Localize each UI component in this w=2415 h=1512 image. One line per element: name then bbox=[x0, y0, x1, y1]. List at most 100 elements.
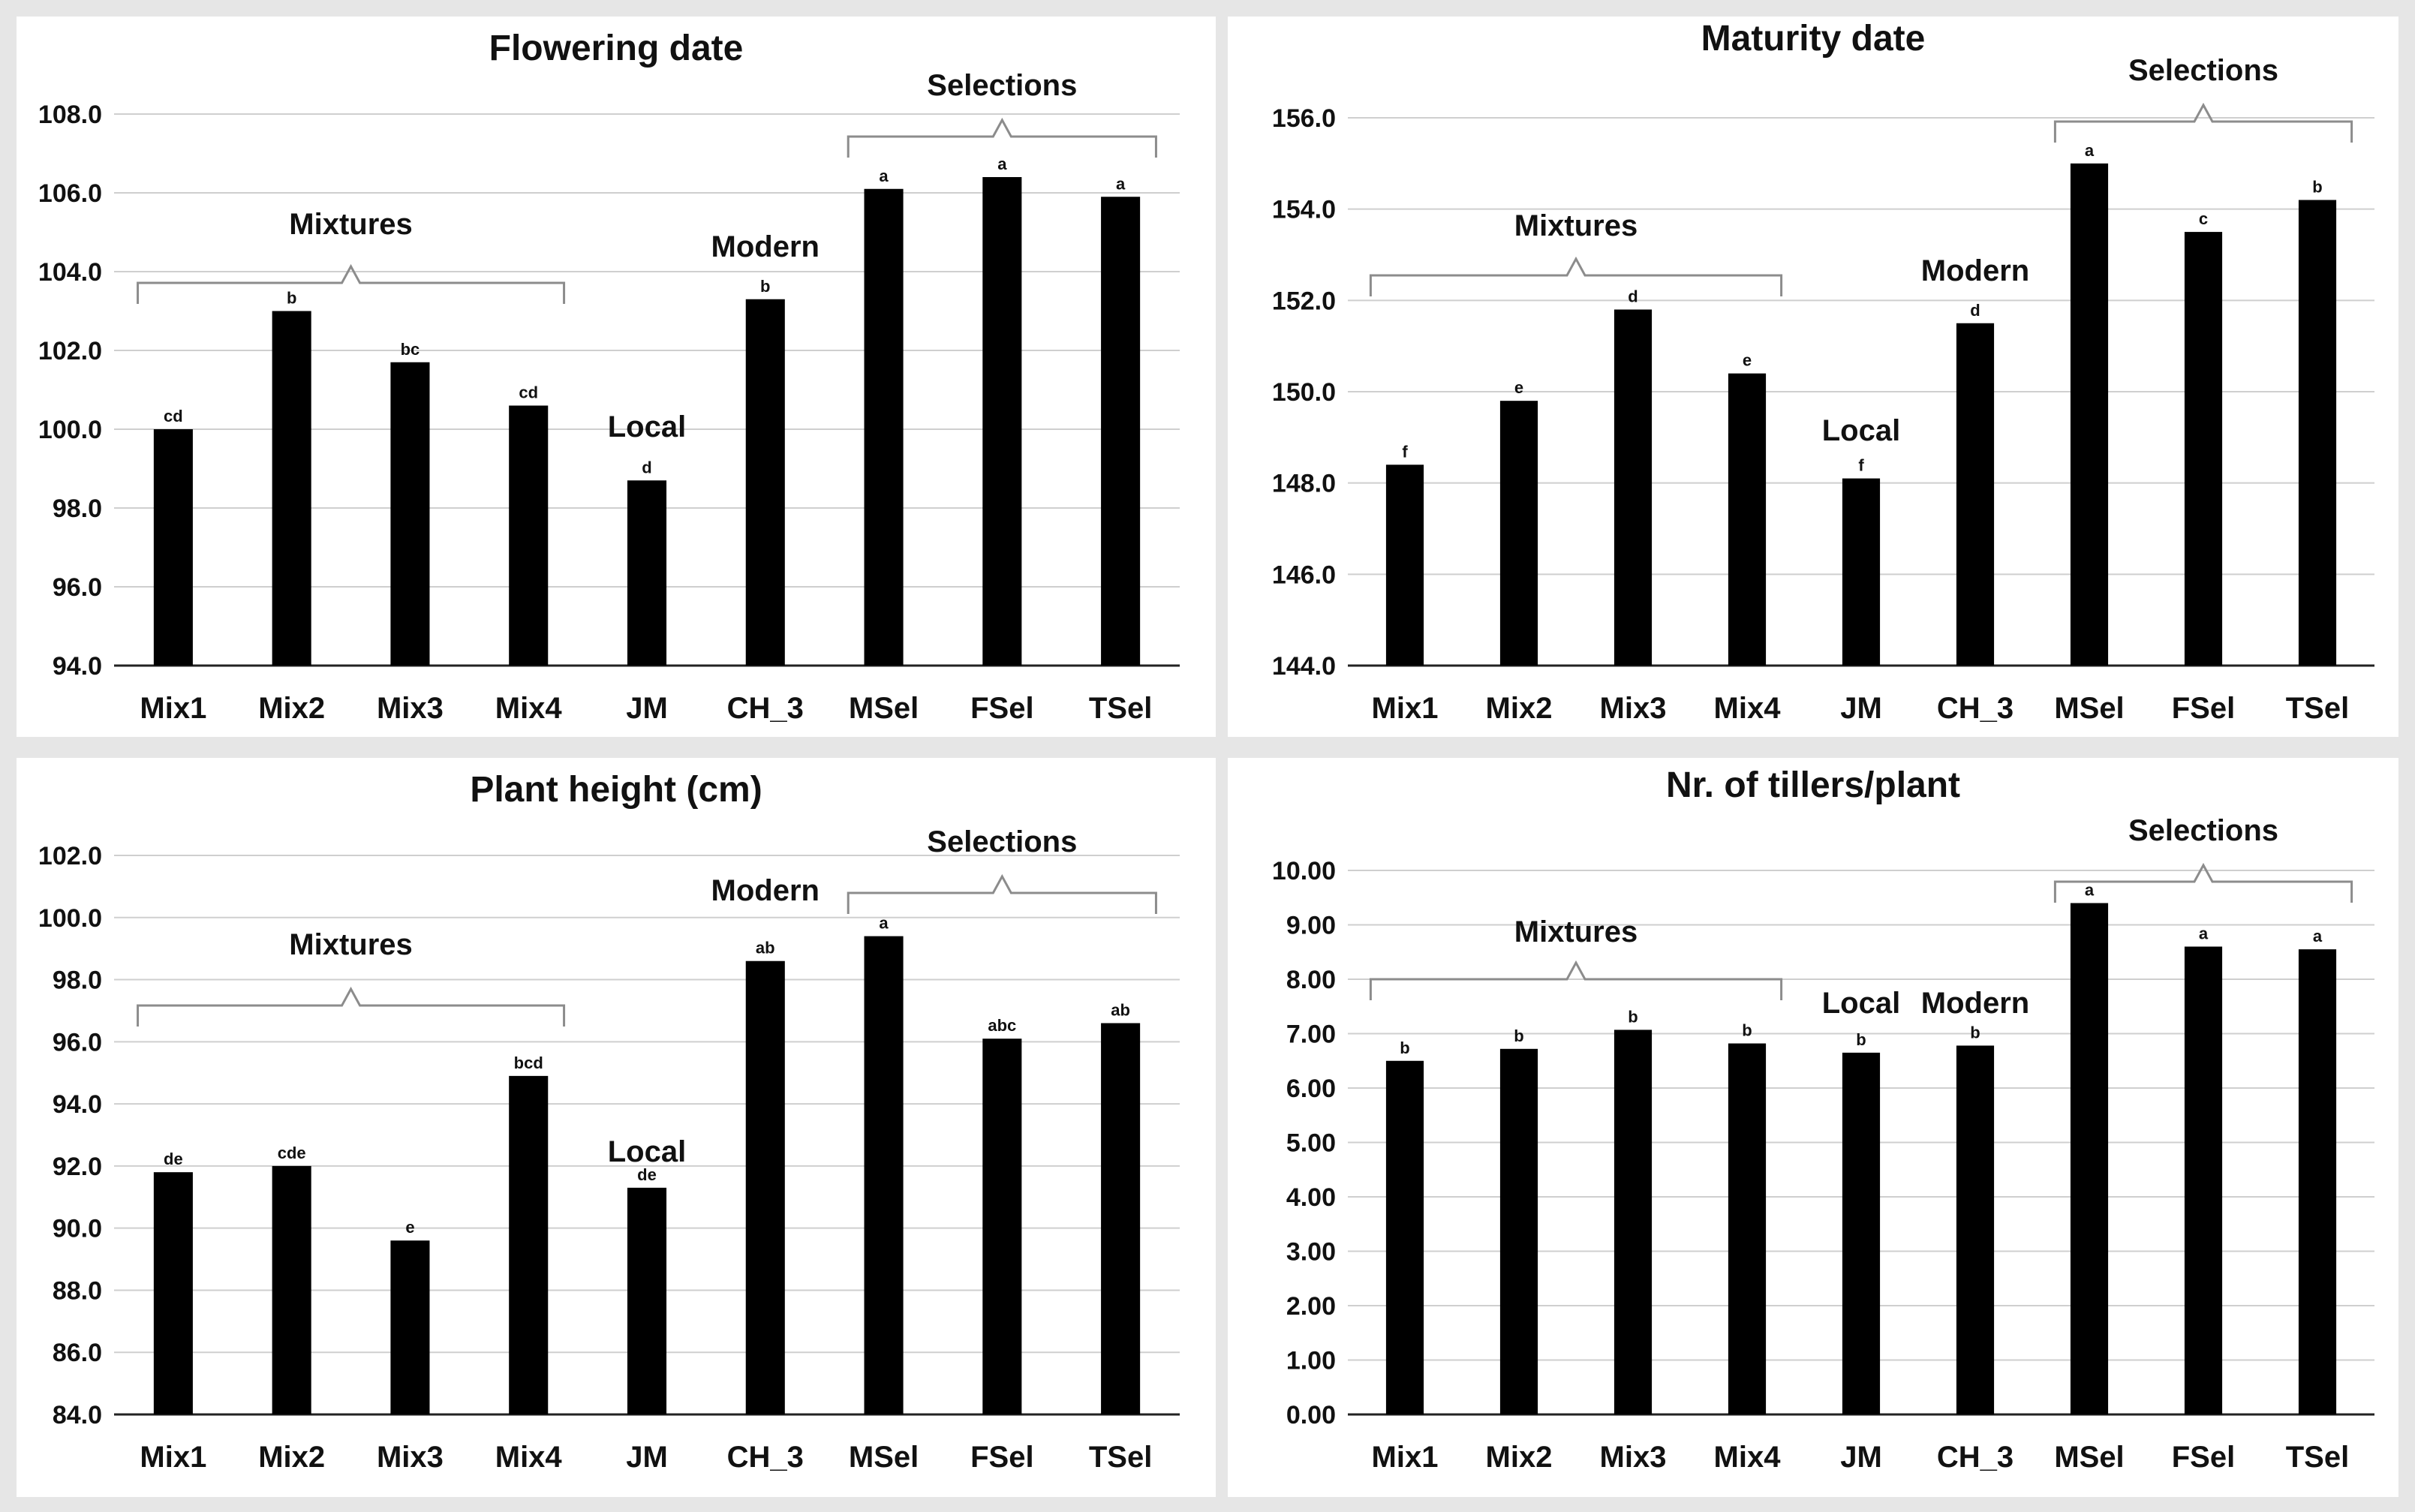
bar-tsel bbox=[2298, 949, 2337, 1414]
bar-fsel bbox=[982, 1039, 1022, 1414]
category-label: CH_3 bbox=[727, 692, 804, 725]
chart-title: Plant height (cm) bbox=[470, 770, 762, 810]
y-tick-label: 94.0 bbox=[53, 1090, 102, 1119]
tillers-per-plant-chart: Nr. of tillers/plant 0.00 1.00 2.00 3.00 4.00… bbox=[1228, 758, 2398, 1497]
bar-fsel bbox=[2184, 946, 2223, 1414]
category-label: Mix3 bbox=[1600, 1441, 1667, 1474]
significance-label: bc bbox=[401, 340, 420, 359]
y-tick-label: 104.0 bbox=[38, 258, 102, 287]
category-label: JM bbox=[1840, 1441, 1882, 1474]
bar-ch-3 bbox=[745, 960, 785, 1414]
significance-label: d bbox=[1628, 287, 1638, 306]
significance-label: ab bbox=[1111, 1001, 1130, 1020]
plant-height-chart: Plant height (cm) 84.0 86.0 88.0 90.0 92.0 94.… bbox=[17, 758, 1216, 1497]
y-tick-label: 108.0 bbox=[38, 101, 102, 129]
significance-label: abc bbox=[988, 1016, 1016, 1035]
y-tick-label: 2.00 bbox=[1286, 1292, 1336, 1321]
y-tick-label: 0.00 bbox=[1286, 1401, 1336, 1429]
chart-title: Flowering date bbox=[489, 29, 744, 68]
y-tick-label: 84.0 bbox=[53, 1401, 102, 1429]
bar-msel bbox=[864, 188, 904, 666]
y-tick-label: 10.00 bbox=[1272, 857, 1336, 885]
category-label: Mix2 bbox=[258, 692, 325, 725]
group-label-modern: Modern bbox=[1921, 254, 2029, 287]
category-label: Mix2 bbox=[1486, 692, 1553, 725]
category-label: TSel bbox=[2286, 692, 2349, 725]
bar-msel bbox=[2070, 163, 2109, 666]
y-tick-label: 7.00 bbox=[1286, 1021, 1336, 1049]
group-label-selections: Selections bbox=[927, 825, 1077, 858]
group-brace bbox=[137, 986, 566, 1027]
category-label: CH_3 bbox=[727, 1441, 804, 1474]
group-brace bbox=[2053, 862, 2353, 903]
y-tick-label: 154.0 bbox=[1272, 196, 1336, 224]
bar-mix2 bbox=[272, 311, 311, 666]
bar-mix3 bbox=[390, 1240, 430, 1414]
y-tick-label: 98.0 bbox=[53, 494, 102, 523]
maturity-date-chart: Maturity date 144.0 146.0 148.0 150.0 152.0 15… bbox=[1228, 17, 2398, 737]
bar-jm bbox=[1842, 478, 1881, 666]
y-tick-label: 9.00 bbox=[1286, 912, 1336, 940]
significance-label: f bbox=[1858, 456, 1864, 475]
group-label-selections: Selections bbox=[2128, 814, 2278, 847]
y-tick-label: 98.0 bbox=[53, 966, 102, 995]
category-label: CH_3 bbox=[1937, 692, 2014, 725]
category-label: MSel bbox=[2054, 692, 2124, 725]
category-label: FSel bbox=[970, 692, 1033, 725]
significance-label: b bbox=[1628, 1007, 1638, 1026]
category-label: Mix2 bbox=[258, 1441, 325, 1474]
significance-label: de bbox=[637, 1165, 657, 1184]
category-label: JM bbox=[626, 1441, 668, 1474]
bar-tsel bbox=[2298, 200, 2337, 666]
category-label: Mix1 bbox=[1372, 1441, 1439, 1474]
y-tick-label: 8.00 bbox=[1286, 966, 1336, 994]
significance-label: a bbox=[1116, 174, 1126, 193]
group-brace bbox=[1369, 256, 1783, 296]
significance-label: f bbox=[1402, 442, 1408, 461]
y-tick-label: 156.0 bbox=[1272, 104, 1336, 133]
significance-label: c bbox=[2199, 209, 2208, 228]
bar-msel bbox=[864, 936, 904, 1414]
category-label: Mix4 bbox=[495, 1441, 563, 1474]
chart-svg: Plant height (cm) 84.0 86.0 88.0 90.0 92.0 94.… bbox=[38, 770, 1180, 1474]
bar-ch-3 bbox=[1956, 1045, 1995, 1414]
bar-mix4 bbox=[509, 1075, 549, 1414]
category-label: JM bbox=[1840, 692, 1882, 725]
category-label: Mix4 bbox=[1714, 692, 1782, 725]
significance-label: b bbox=[1514, 1027, 1523, 1045]
bar-tsel bbox=[1101, 197, 1141, 666]
bar-mix1 bbox=[1385, 464, 1424, 666]
y-tick-label: 3.00 bbox=[1286, 1238, 1336, 1267]
bar-fsel bbox=[982, 177, 1022, 666]
significance-label: cd bbox=[519, 383, 538, 402]
bar-mix3 bbox=[1614, 309, 1653, 666]
category-label: Mix1 bbox=[1372, 692, 1439, 725]
group-label-local: Local bbox=[608, 410, 686, 443]
category-label: FSel bbox=[2172, 1441, 2235, 1474]
y-tick-label: 5.00 bbox=[1286, 1129, 1336, 1158]
category-label: MSel bbox=[849, 1441, 919, 1474]
y-tick-label: 4.00 bbox=[1286, 1183, 1336, 1212]
category-label: Mix4 bbox=[495, 692, 563, 725]
bar-mix4 bbox=[509, 405, 549, 666]
y-tick-label: 92.0 bbox=[53, 1153, 102, 1181]
bar-mix1 bbox=[1385, 1060, 1424, 1414]
bar-mix4 bbox=[1728, 1043, 1767, 1414]
significance-label: a bbox=[879, 167, 889, 185]
y-tick-label: 96.0 bbox=[53, 1028, 102, 1057]
group-label-modern: Modern bbox=[1921, 987, 2029, 1020]
category-label: Mix4 bbox=[1714, 1441, 1782, 1474]
significance-label: d bbox=[642, 458, 651, 476]
bar-mix1 bbox=[153, 1172, 193, 1414]
group-brace bbox=[1369, 960, 1783, 1000]
y-tick-label: 1.00 bbox=[1286, 1347, 1336, 1375]
y-tick-label: 86.0 bbox=[53, 1339, 102, 1367]
y-tick-label: 102.0 bbox=[38, 842, 102, 870]
bar-mix1 bbox=[153, 429, 193, 666]
significance-label: a bbox=[2199, 924, 2209, 943]
significance-label: a bbox=[2313, 927, 2323, 945]
group-brace bbox=[137, 263, 566, 304]
group-brace bbox=[847, 873, 1157, 914]
bar-mix3 bbox=[1614, 1030, 1653, 1414]
group-label-mixtures: Mixtures bbox=[289, 208, 413, 241]
